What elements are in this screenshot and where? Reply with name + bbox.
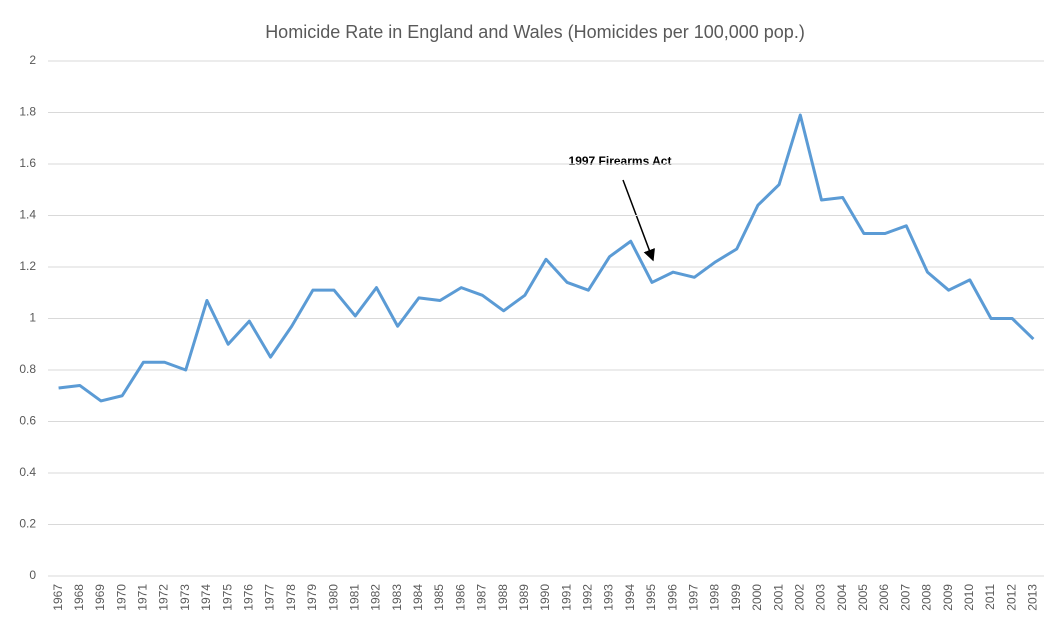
x-tick-label: 1981 — [347, 584, 361, 611]
x-tick-label: 2013 — [1026, 584, 1040, 611]
x-tick-label: 1991 — [559, 584, 573, 611]
x-tick-label: 1971 — [136, 584, 150, 611]
y-tick-label: 1 — [29, 311, 36, 325]
x-tick-label: 2006 — [877, 584, 891, 611]
y-tick-label: 0.6 — [19, 414, 36, 428]
x-tick-label: 1997 — [687, 584, 701, 611]
x-tick-label: 2002 — [792, 584, 806, 611]
x-tick-label: 1975 — [220, 584, 234, 611]
x-tick-label: 1994 — [623, 584, 637, 611]
line — [58, 113, 1035, 403]
x-tick-label: 2007 — [898, 584, 912, 611]
x-tick-label: 2009 — [941, 584, 955, 611]
x-tick-label: 1996 — [665, 584, 679, 611]
x-tick-label: 2008 — [920, 584, 934, 611]
x-tick-label: 1979 — [305, 584, 319, 611]
x-tick-label: 1967 — [51, 584, 65, 611]
x-tick-label: 1989 — [517, 584, 531, 611]
x-tick-label: 1968 — [72, 584, 86, 611]
x-tick-label: 1972 — [157, 584, 171, 611]
x-tick-label: 2003 — [814, 584, 828, 611]
x-tick-label: 1988 — [496, 584, 510, 611]
chart-title: Homicide Rate in England and Wales (Homi… — [265, 22, 805, 42]
x-tick-label: 2000 — [750, 584, 764, 611]
x-tick-label: 2010 — [962, 584, 976, 611]
x-tick-label: 1998 — [708, 584, 722, 611]
x-tick-label: 1974 — [199, 584, 213, 611]
x-tick-label: 1976 — [241, 584, 255, 611]
x-tick-label: 1970 — [114, 584, 128, 611]
x-tick-label: 1999 — [729, 584, 743, 611]
x-tick-label: 2005 — [856, 584, 870, 611]
x-tick-label: 2012 — [1004, 584, 1018, 611]
x-tick-label: 1983 — [390, 584, 404, 611]
x-tick-label: 1984 — [411, 584, 425, 611]
x-tick-label: 1987 — [475, 584, 489, 611]
x-tick-label: 1992 — [581, 584, 595, 611]
x-tick-label: 1977 — [263, 584, 277, 611]
y-tick-label: 1.2 — [19, 259, 36, 273]
y-tick-label: 0 — [29, 568, 36, 582]
annotation-arrow — [622, 179, 655, 262]
y-tick-label: 0.8 — [19, 362, 36, 376]
y-tick-label: 0.4 — [19, 465, 36, 479]
x-tick-label: 2004 — [835, 584, 849, 611]
x-tick-label: 1990 — [538, 584, 552, 611]
y-tick-label: 2 — [29, 53, 36, 67]
x-tick-label: 1993 — [602, 584, 616, 611]
x-tick-label: 1973 — [178, 584, 192, 611]
x-tick-label: 2011 — [983, 584, 997, 610]
annotation: 1997 Firearms Act — [569, 154, 672, 168]
x-tick-label: 1995 — [644, 584, 658, 611]
y-tick-label: 1.4 — [19, 208, 36, 222]
x-tick-label: 1982 — [369, 584, 383, 611]
y-tick-label: 1.6 — [19, 156, 36, 170]
x-tick-label: 1986 — [453, 584, 467, 611]
x-tick-label: 1980 — [326, 584, 340, 611]
x-tick-label: 1969 — [93, 584, 107, 611]
x-tick-label: 1978 — [284, 584, 298, 611]
x-tick-label: 1985 — [432, 584, 446, 611]
x-tick-label: 2001 — [771, 584, 785, 611]
y-tick-label: 0.2 — [19, 517, 36, 531]
y-tick-label: 1.8 — [19, 105, 36, 119]
